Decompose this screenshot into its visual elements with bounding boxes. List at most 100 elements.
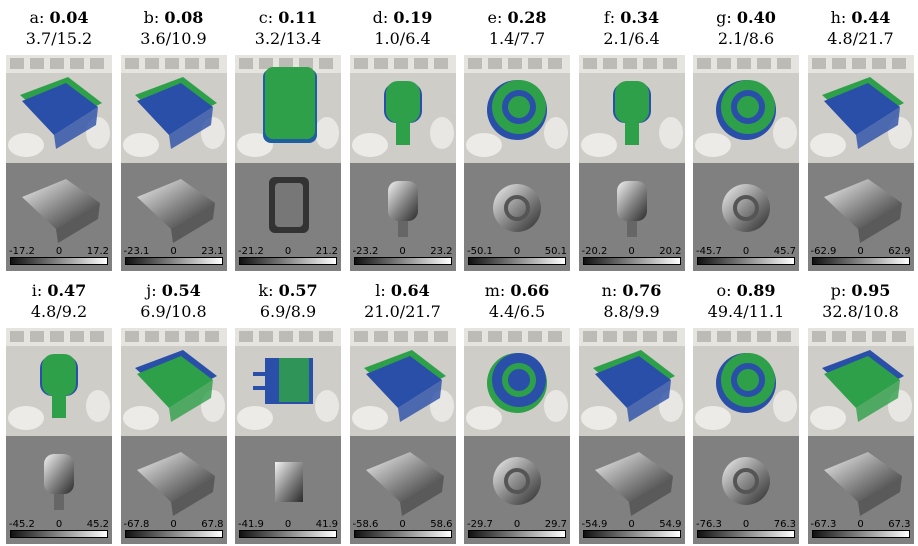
pose-overlay-drawing <box>464 55 570 163</box>
panel-letter: i: <box>31 281 43 300</box>
panel-letter: f: <box>603 8 616 27</box>
depth-error-map: -17.2 0 17.2 <box>6 163 112 271</box>
depth-error-map: -21.2 0 21.2 <box>235 163 341 271</box>
colorbar-max-label: 45.2 <box>86 519 109 530</box>
colorbar <box>468 530 566 538</box>
colorbar-min-label: -54.9 <box>581 519 608 530</box>
panel-score: 0.34 <box>620 8 660 27</box>
panel-letter: k: <box>258 281 274 300</box>
figure-grid: a: 0.04 3.7/15.2 -17.2 0 17.2 b: 0.08 3.6/10.9… <box>6 0 914 546</box>
panel-score: 0.19 <box>393 8 433 27</box>
colorbar-zero-label: 0 <box>857 519 864 530</box>
panel-caption-score: i: 0.47 <box>6 281 112 301</box>
colorbar-max-label: 41.9 <box>315 519 338 530</box>
panel-letter: g: <box>716 8 732 27</box>
colorbar <box>124 257 223 265</box>
colorbar-zero-label: 0 <box>170 246 177 257</box>
colorbar <box>239 257 337 265</box>
depth-error-map: -41.9 0 41.9 <box>235 436 341 544</box>
panel-letter: l: <box>375 281 386 300</box>
pose-overlay-drawing <box>120 328 227 436</box>
figure-row-top: a: 0.04 3.7/15.2 -17.2 0 17.2 b: 0.08 3.6/10.9… <box>6 0 914 273</box>
depth-error-drawing <box>275 462 303 502</box>
panel-letter: o: <box>716 281 732 300</box>
panel-errors: 4.8/9.2 <box>30 302 88 321</box>
depth-error-drawing <box>22 179 100 243</box>
panel-score: 0.40 <box>736 8 776 27</box>
panel-score: 0.66 <box>510 281 550 300</box>
panel-caption-score: l: 0.64 <box>350 281 456 301</box>
colorbar-min-label: -62.9 <box>810 246 837 257</box>
colorbar <box>811 530 910 538</box>
panel-errors: 1.4/7.7 <box>488 29 546 48</box>
depth-error-drawing <box>722 457 770 505</box>
pose-overlay-drawing <box>6 55 112 163</box>
panel-score: 0.54 <box>161 281 201 300</box>
colorbar-max-label: 58.6 <box>430 519 453 530</box>
depth-error-map: -67.8 0 67.8 <box>120 436 227 544</box>
pose-overlay-image <box>349 328 456 436</box>
panel-letter: a: <box>29 8 45 27</box>
colorbar-zero-label: 0 <box>399 246 406 257</box>
depth-error-map: -23.1 0 23.1 <box>120 163 227 271</box>
colorbar <box>582 530 681 538</box>
panel-errors: 1.0/6.4 <box>374 29 431 48</box>
colorbar <box>468 257 566 265</box>
pose-overlay-image <box>235 55 341 163</box>
pose-overlay-image <box>693 328 799 436</box>
panel-h: h: 0.44 4.8/21.7 -62.9 0 62.9 <box>807 0 914 273</box>
pose-overlay-image <box>464 55 570 163</box>
pose-overlay-image <box>6 55 112 163</box>
panel-caption-score: j: 0.54 <box>121 281 227 301</box>
panel-j: j: 0.54 6.9/10.8 -67.8 0 67.8 <box>120 273 227 546</box>
colorbar-max-label: 67.3 <box>888 519 911 530</box>
colorbar <box>353 530 452 538</box>
colorbar-min-label: -45.2 <box>9 519 35 530</box>
depth-error-map: -67.3 0 67.3 <box>807 436 914 544</box>
colorbar-zero-label: 0 <box>284 246 292 257</box>
panel-a: a: 0.04 3.7/15.2 -17.2 0 17.2 <box>6 0 112 273</box>
colorbar-max-label: 23.2 <box>430 246 453 257</box>
panel-errors: 6.9/10.8 <box>140 302 207 321</box>
colorbar-min-label: -23.2 <box>352 246 379 257</box>
panel-score: 0.57 <box>278 281 318 300</box>
panel-caption-score: d: 0.19 <box>350 8 456 28</box>
panel-score: 0.04 <box>49 8 89 27</box>
pose-overlay-image <box>578 55 685 163</box>
depth-error-drawing <box>823 452 902 516</box>
depth-error-drawing <box>365 452 444 516</box>
panel-l: l: 0.64 21.0/21.7 -58.6 0 58.6 <box>349 273 456 546</box>
panel-caption-score: e: 0.28 <box>464 8 570 28</box>
panel-errors: 4.8/21.7 <box>827 29 894 48</box>
colorbar-max-label: 67.8 <box>201 519 224 530</box>
colorbar-zero-label: 0 <box>742 519 750 530</box>
pose-overlay-image <box>6 328 112 436</box>
panel-letter: e: <box>487 8 503 27</box>
pose-overlay-drawing <box>807 55 914 163</box>
colorbar-min-label: -41.9 <box>238 519 264 530</box>
colorbar-min-label: -45.7 <box>696 246 722 257</box>
colorbar-max-label: 20.2 <box>659 246 682 257</box>
colorbar <box>10 257 108 265</box>
colorbar-zero-label: 0 <box>628 246 635 257</box>
pose-overlay-drawing <box>464 328 570 436</box>
panel-score: 0.76 <box>622 281 662 300</box>
depth-error-map: -62.9 0 62.9 <box>807 163 914 271</box>
figure-row-bottom: i: 0.47 4.8/9.2 -45.2 0 45.2 j: 0.54 6.9/10.8 -… <box>6 273 914 546</box>
panel-errors: 49.4/11.1 <box>707 302 785 321</box>
panel-caption-score: k: 0.57 <box>235 281 341 301</box>
depth-error-map: -58.6 0 58.6 <box>349 436 456 544</box>
panel-caption-score: a: 0.04 <box>6 8 112 28</box>
panel-o: o: 0.89 49.4/11.1 -76.3 0 76.3 <box>693 273 799 546</box>
panel-errors: 8.8/9.9 <box>603 302 660 321</box>
pose-overlay-image <box>578 328 685 436</box>
colorbar-zero-label: 0 <box>55 519 63 530</box>
depth-error-drawing <box>136 179 215 243</box>
panel-errors: 6.9/8.9 <box>259 302 317 321</box>
colorbar-max-label: 23.1 <box>201 246 224 257</box>
depth-error-map: -50.1 0 50.1 <box>464 163 570 271</box>
depth-error-map: -23.2 0 23.2 <box>349 163 456 271</box>
panel-letter: b: <box>143 8 160 27</box>
pose-overlay-drawing <box>807 328 914 436</box>
pose-overlay-image <box>807 55 914 163</box>
